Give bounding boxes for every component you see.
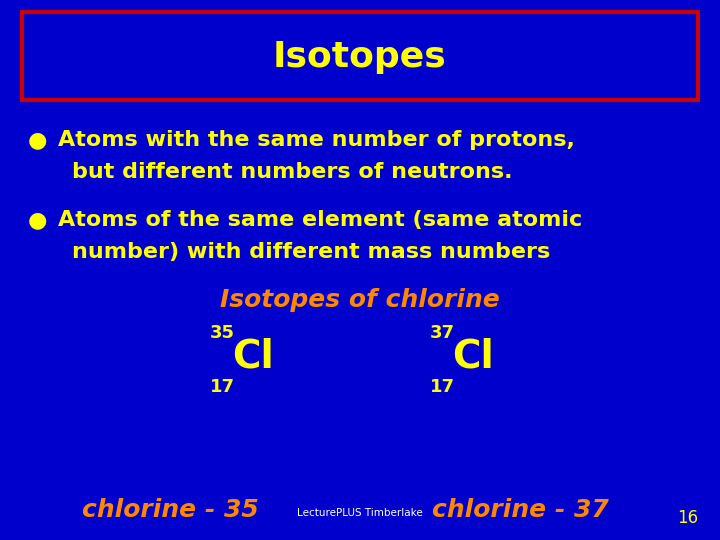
Text: Atoms with the same number of protons,: Atoms with the same number of protons, xyxy=(58,130,575,150)
Text: LecturePLUS Timberlake: LecturePLUS Timberlake xyxy=(297,508,423,518)
Text: 35: 35 xyxy=(210,324,235,342)
Text: Isotopes: Isotopes xyxy=(273,40,447,74)
Text: ●: ● xyxy=(28,210,48,230)
Text: 16: 16 xyxy=(677,509,698,527)
Bar xyxy=(22,12,698,100)
Text: Cl: Cl xyxy=(452,338,494,376)
Text: but different numbers of neutrons.: but different numbers of neutrons. xyxy=(72,162,513,182)
Text: 17: 17 xyxy=(210,378,235,396)
Text: chlorine - 37: chlorine - 37 xyxy=(431,498,608,522)
Text: 17: 17 xyxy=(430,378,455,396)
Text: 37: 37 xyxy=(430,324,455,342)
Text: ●: ● xyxy=(28,130,48,150)
Text: number) with different mass numbers: number) with different mass numbers xyxy=(72,242,550,262)
Text: Isotopes of chlorine: Isotopes of chlorine xyxy=(220,288,500,312)
Text: chlorine - 35: chlorine - 35 xyxy=(81,498,258,522)
Text: Atoms of the same element (same atomic: Atoms of the same element (same atomic xyxy=(58,210,582,230)
Text: Cl: Cl xyxy=(232,338,274,376)
